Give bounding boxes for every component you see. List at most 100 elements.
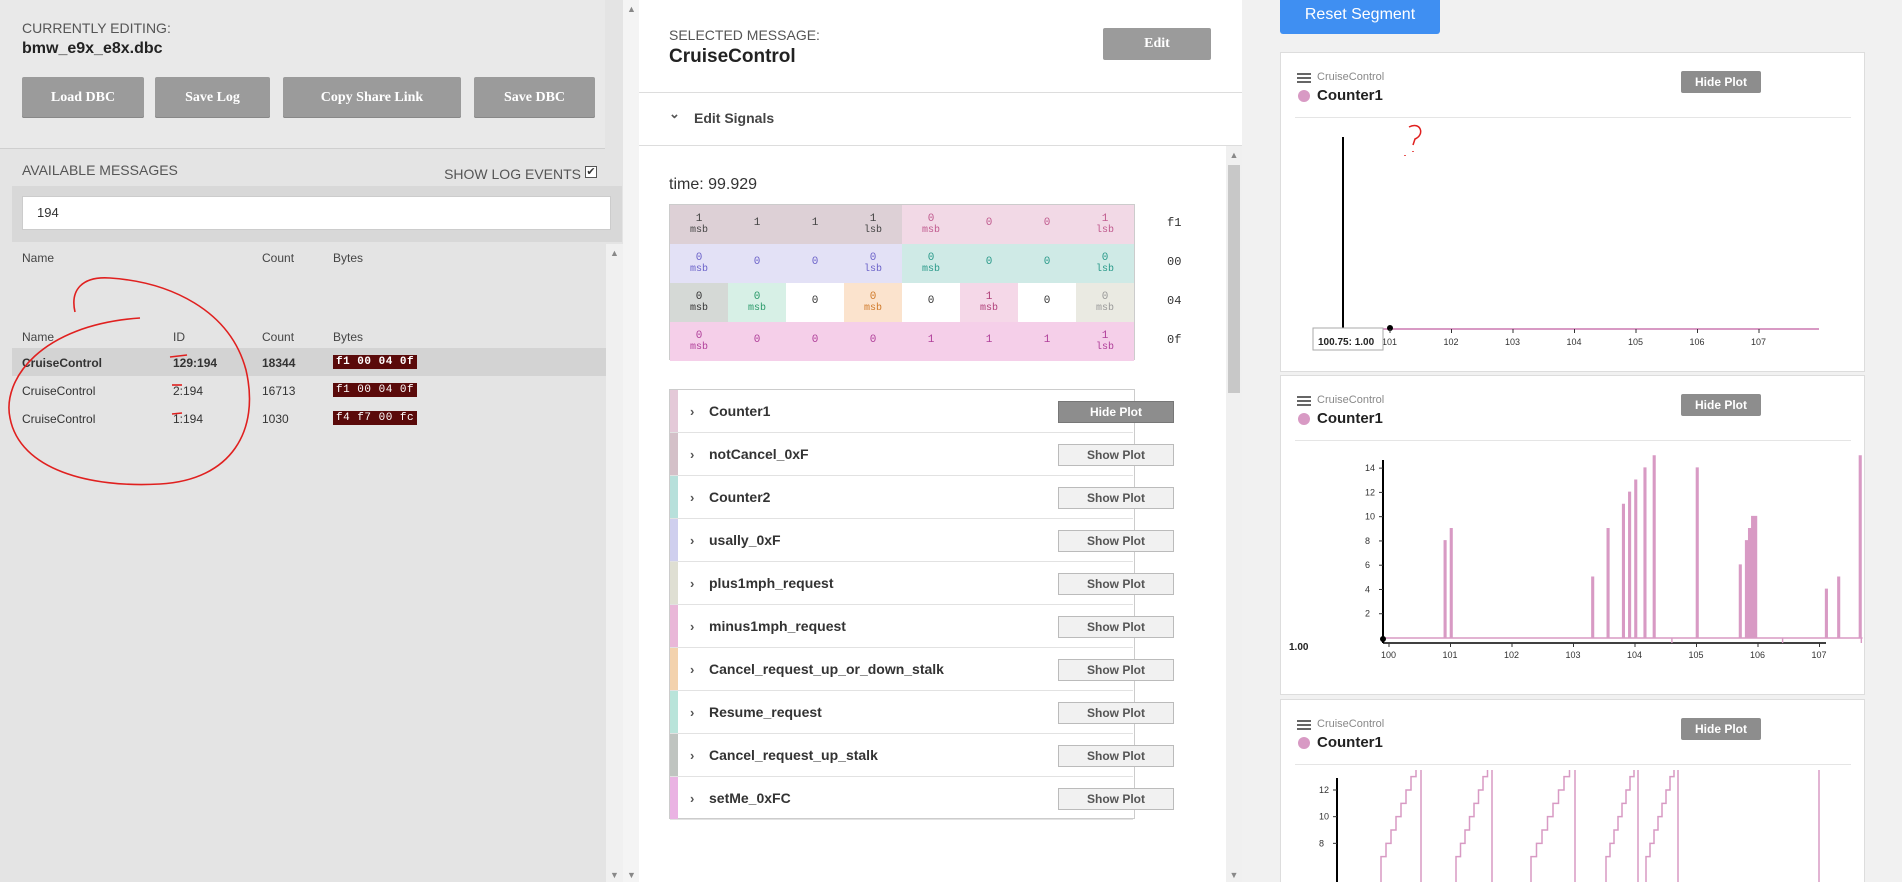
bit-cell[interactable]: 0: [728, 322, 786, 361]
column-header-name[interactable]: Name: [22, 330, 55, 344]
edit-signals-toggle[interactable]: Edit Signals: [694, 110, 775, 126]
bit-cell[interactable]: 0 msb: [902, 244, 960, 283]
chevron-right-icon[interactable]: ›: [690, 490, 695, 505]
scroll-down-icon[interactable]: ▼: [627, 870, 636, 880]
hide-plot-button[interactable]: Hide Plot: [1681, 71, 1761, 93]
signal-row[interactable]: › Counter2 Show Plot: [670, 476, 1174, 519]
bit-cell[interactable]: 1: [786, 205, 844, 244]
bit-cell[interactable]: 0: [786, 322, 844, 361]
column-header-name[interactable]: Name: [22, 251, 55, 265]
message-row[interactable]: CruiseControl 2:194 16713 f1 00 04 0f: [12, 376, 606, 404]
signal-row[interactable]: › Cancel_request_up_or_down_stalk Show Plo…: [670, 648, 1174, 691]
show-plot-button[interactable]: Show Plot: [1058, 745, 1174, 767]
bit-cell[interactable]: 0: [960, 244, 1018, 283]
bit-cell[interactable]: 0: [786, 283, 844, 322]
chevron-right-icon[interactable]: ›: [690, 619, 695, 634]
show-log-events-checkbox[interactable]: ✔: [585, 166, 597, 178]
save-dbc-button[interactable]: Save DBC: [474, 77, 595, 118]
column-header-count[interactable]: Count: [262, 330, 295, 344]
bit-cell[interactable]: 0 lsb: [1076, 244, 1134, 283]
bit-cell[interactable]: 0: [960, 205, 1018, 244]
signal-row[interactable]: › Resume_request Show Plot: [670, 691, 1174, 734]
chevron-right-icon[interactable]: ›: [690, 791, 695, 806]
bit-cell[interactable]: 0 msb: [670, 244, 728, 283]
load-dbc-button[interactable]: Load DBC: [22, 77, 144, 118]
save-log-button[interactable]: Save Log: [155, 77, 270, 118]
message-list-scrollbar[interactable]: ▲ ▼: [606, 244, 623, 882]
message-row[interactable]: CruiseControl 129:194 18344 f1 00 04 0f: [12, 348, 606, 376]
scroll-down-icon[interactable]: ▼: [610, 870, 619, 880]
show-plot-button[interactable]: Show Plot: [1058, 702, 1174, 724]
show-plot-button[interactable]: Show Plot: [1058, 573, 1174, 595]
signal-row[interactable]: › notCancel_0xF Show Plot: [670, 433, 1174, 476]
scroll-up-icon[interactable]: ▲: [610, 248, 619, 258]
signal-row[interactable]: › setMe_0xFC Show Plot: [670, 777, 1174, 820]
bit-cell[interactable]: 0: [728, 244, 786, 283]
hover-readout: 100.75: 1.00: [1318, 337, 1375, 348]
bit-cell[interactable]: 1 msb: [670, 205, 728, 244]
message-search-input[interactable]: 194: [22, 196, 611, 230]
bit-cell[interactable]: 1 msb: [960, 283, 1018, 322]
bit-cell[interactable]: 1 lsb: [1076, 205, 1134, 244]
bit-cell[interactable]: 0: [1018, 205, 1076, 244]
chevron-down-icon[interactable]: ⌄: [669, 106, 680, 121]
chevron-right-icon[interactable]: ›: [690, 576, 695, 591]
bit-cell[interactable]: 1: [902, 322, 960, 361]
bit-cell[interactable]: 0 msb: [1076, 283, 1134, 322]
bit-cell[interactable]: 1: [960, 322, 1018, 361]
scrollbar-thumb[interactable]: [1228, 165, 1240, 393]
signal-row[interactable]: › plus1mph_request Show Plot: [670, 562, 1174, 605]
show-plot-button[interactable]: Show Plot: [1058, 788, 1174, 810]
bit-cell[interactable]: 0 msb: [844, 283, 902, 322]
signal-row[interactable]: › usally_0xF Show Plot: [670, 519, 1174, 562]
bit-cell[interactable]: 0 lsb: [844, 244, 902, 283]
scroll-up-icon[interactable]: ▲: [1229, 150, 1239, 160]
message-row[interactable]: CruiseControl 1:194 1030 f4 f7 00 fc: [12, 404, 606, 432]
chevron-right-icon[interactable]: ›: [690, 705, 695, 720]
signal-plot[interactable]: 101 102 103 104 105 106 107 100.75: 1.00: [1281, 123, 1866, 353]
signal-row[interactable]: › minus1mph_request Show Plot: [670, 605, 1174, 648]
bit-cell[interactable]: 0 msb: [670, 322, 728, 361]
hide-plot-button[interactable]: Hide Plot: [1681, 394, 1761, 416]
reset-segment-button[interactable]: Reset Segment: [1280, 0, 1440, 34]
show-plot-button[interactable]: Show Plot: [1058, 487, 1174, 509]
bit-cell[interactable]: 0: [902, 283, 960, 322]
show-plot-button[interactable]: Show Plot: [1058, 530, 1174, 552]
scroll-up-icon[interactable]: ▲: [627, 4, 636, 14]
bit-cell[interactable]: 0 msb: [902, 205, 960, 244]
show-plot-button[interactable]: Show Plot: [1058, 444, 1174, 466]
chevron-right-icon[interactable]: ›: [690, 748, 695, 763]
show-plot-button[interactable]: Show Plot: [1058, 659, 1174, 681]
bit-cell[interactable]: 0 msb: [728, 283, 786, 322]
hide-plot-button[interactable]: Hide Plot: [1681, 718, 1761, 740]
bit-cell[interactable]: 1: [728, 205, 786, 244]
bit-cell[interactable]: 0: [786, 244, 844, 283]
column-header-count[interactable]: Count: [262, 251, 295, 265]
column-header-id[interactable]: ID: [173, 330, 185, 344]
bit-cell[interactable]: 0: [844, 322, 902, 361]
signal-row[interactable]: › Counter1 Hide Plot: [670, 390, 1174, 433]
bit-cell[interactable]: 1 lsb: [1076, 322, 1134, 361]
chevron-right-icon[interactable]: ›: [690, 447, 695, 462]
column-header-bytes[interactable]: Bytes: [333, 251, 364, 265]
scroll-down-icon[interactable]: ▼: [1229, 870, 1239, 880]
bit-cell[interactable]: 0 msb: [670, 283, 728, 322]
column-header-bytes[interactable]: Bytes: [333, 330, 364, 344]
signal-row[interactable]: › Cancel_request_up_stalk Show Plot: [670, 734, 1174, 777]
bit-cell[interactable]: 0: [1018, 283, 1076, 322]
edit-button[interactable]: Edit: [1103, 28, 1211, 60]
bit-cell[interactable]: 1 lsb: [844, 205, 902, 244]
signal-plot[interactable]: 2 4 6 8 10 12 14 100 101 102 103 104 105 106 107 1.00: [1281, 448, 1866, 688]
hide-plot-button[interactable]: Hide Plot: [1058, 401, 1174, 423]
show-plot-button[interactable]: Show Plot: [1058, 616, 1174, 638]
chevron-right-icon[interactable]: ›: [690, 404, 695, 419]
chevron-right-icon[interactable]: ›: [690, 533, 695, 548]
chevron-right-icon[interactable]: ›: [690, 662, 695, 677]
menu-icon[interactable]: [1297, 396, 1311, 406]
copy-share-link-button[interactable]: Copy Share Link: [283, 77, 461, 118]
menu-icon[interactable]: [1297, 720, 1311, 730]
bit-cell[interactable]: 0: [1018, 244, 1076, 283]
bit-cell[interactable]: 1: [1018, 322, 1076, 361]
menu-icon[interactable]: [1297, 73, 1311, 83]
